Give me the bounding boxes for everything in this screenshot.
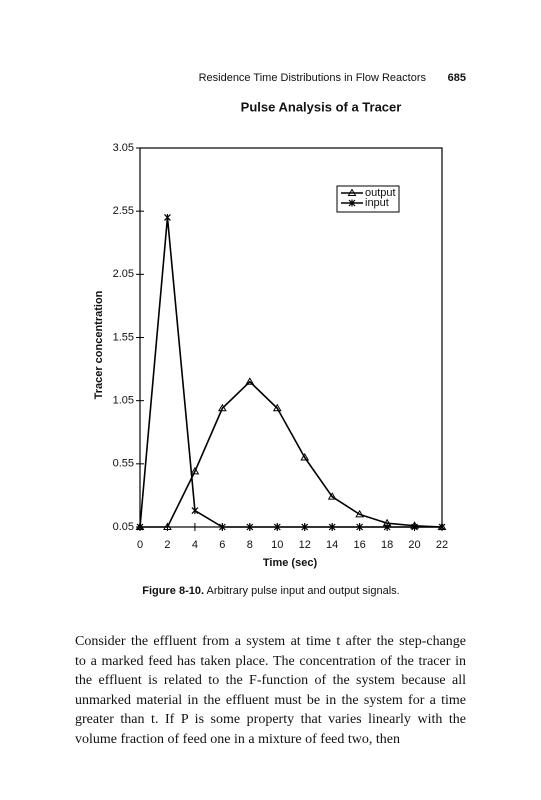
triangle-marker	[190, 466, 200, 475]
x-tick-label: 16	[354, 539, 366, 551]
x-tick-label: 0	[137, 539, 143, 551]
x-tick-label: 14	[326, 539, 338, 551]
triangle-marker	[163, 522, 172, 530]
y-tick-label: 3.05	[113, 142, 134, 154]
star-marker	[191, 507, 199, 515]
star-marker	[136, 523, 144, 531]
star-marker	[356, 523, 364, 531]
body-line: Consider the effluent from a system at t…	[75, 634, 466, 649]
star-marker	[328, 523, 336, 531]
triangle-marker	[347, 188, 357, 196]
body-line: greater than t. If P is some property th…	[75, 712, 466, 727]
y-axis-label: Tracer concentration	[93, 290, 105, 399]
body-text: Consider the effluent from a system at t…	[75, 632, 466, 749]
x-tick-label: 20	[408, 539, 420, 551]
star-marker	[246, 523, 254, 531]
series-line	[139, 216, 442, 528]
legend-box	[336, 185, 400, 213]
running-title: Residence Time Distributions in Flow Rea…	[199, 72, 427, 84]
star-marker	[218, 523, 226, 531]
star-marker	[301, 523, 309, 531]
x-tick-label: 22	[436, 539, 448, 551]
x-tick-label: 2	[164, 539, 170, 551]
chart-title: Pulse Analysis of a Tracer	[241, 99, 402, 114]
y-tick-label: 2.05	[113, 268, 134, 280]
star-marker	[164, 213, 171, 221]
caption-label: Figure 8-10.	[142, 585, 204, 597]
star-marker	[383, 523, 391, 531]
triangle-marker	[272, 403, 282, 412]
legend-label: input	[365, 197, 389, 209]
legend-label: output	[365, 187, 396, 199]
body-line: the effluent is related to the F-functio…	[75, 673, 466, 688]
body-line: to a marked feed has taken place. The co…	[75, 653, 466, 669]
star-marker	[438, 523, 446, 531]
body-line: unmarked material in the effluent must b…	[75, 692, 466, 708]
x-tick-label: 10	[271, 539, 283, 551]
x-tick-label: 12	[299, 539, 311, 551]
triangle-marker	[327, 492, 337, 500]
triangle-marker	[245, 377, 255, 385]
page-number: 685	[448, 72, 466, 84]
x-tick-label: 18	[381, 539, 393, 551]
body-line: volume fraction of feed one in a mixture…	[75, 731, 400, 747]
star-marker	[273, 523, 281, 531]
triangle-marker	[355, 509, 365, 518]
x-tick-label: 4	[192, 539, 198, 551]
y-tick-label: 1.55	[113, 331, 134, 343]
triangle-marker	[217, 403, 227, 412]
star-marker	[348, 199, 356, 207]
y-tick-label: 0.55	[113, 458, 134, 470]
caption: Figure 8-10. Arbitrary pulse input and o…	[142, 585, 399, 597]
y-tick-label: 2.55	[113, 205, 134, 217]
series-line	[140, 380, 443, 528]
x-axis-label: Time (sec)	[263, 557, 318, 569]
y-tick-label: 0.05	[113, 521, 134, 533]
triangle-marker	[300, 453, 310, 461]
x-tick-label: 6	[219, 539, 225, 551]
star-marker	[411, 523, 418, 531]
x-tick-label: 8	[247, 539, 253, 551]
caption-text: Arbitrary pulse input and output signals…	[206, 585, 399, 597]
y-tick-label: 1.05	[113, 395, 134, 407]
